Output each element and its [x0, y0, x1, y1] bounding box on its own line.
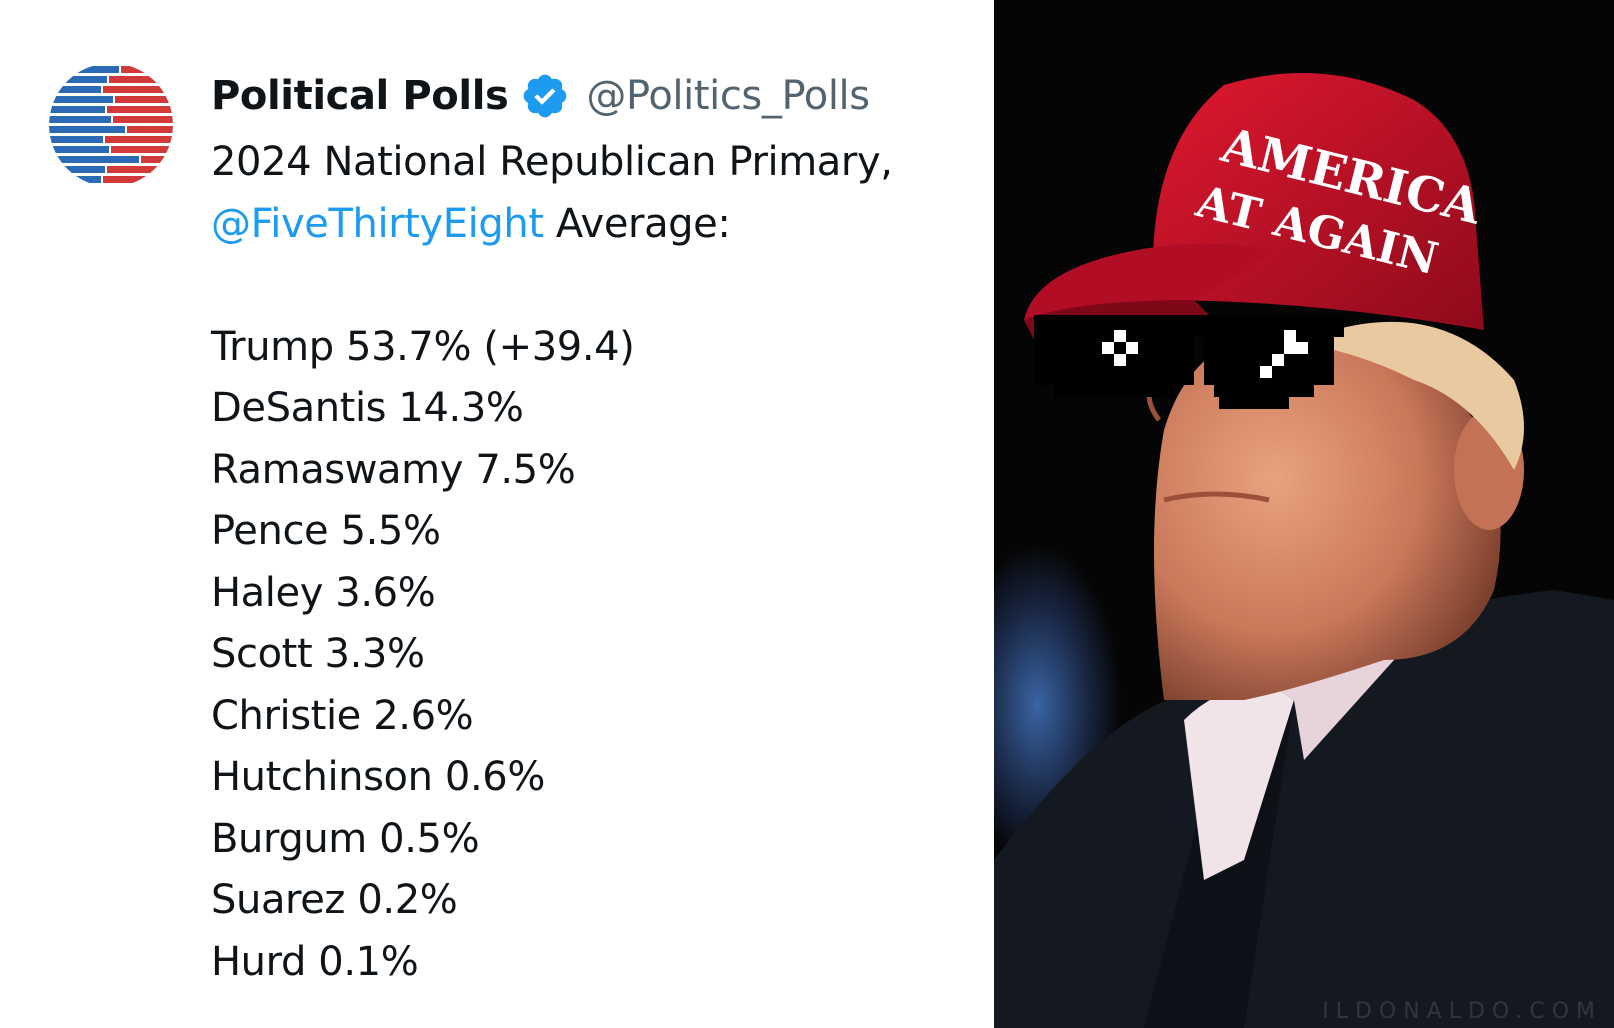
result-line-suarez: Suarez 0.2%: [211, 877, 458, 923]
result-line-haley: Haley 3.6%: [211, 569, 436, 616]
tweet-panel: Political Polls @Politics_Polls 2024 Nat…: [49, 63, 971, 993]
attached-photo[interactable]: AMERICA AT AGAIN ILDONALDO.COM: [994, 0, 1614, 1028]
result-line-burgum: Burgum 0.5%: [211, 815, 480, 862]
result-line-trump: Trump 53.7% (+39.4): [211, 323, 635, 370]
watermark: ILDONALDO.COM: [1322, 999, 1602, 1024]
tweet-title-line: 2024 National Republican Primary,: [211, 139, 893, 185]
user-handle[interactable]: @Politics_Polls: [586, 73, 870, 119]
avatar[interactable]: [49, 63, 173, 187]
average-label: Average:: [543, 200, 731, 247]
pixel-sunglasses-icon: [1034, 315, 1344, 409]
result-line-scott: Scott 3.3%: [211, 631, 425, 677]
tweet-average-line: @FiveThirtyEight Average:: [211, 194, 971, 256]
result-line-pence: Pence 5.5%: [211, 508, 441, 554]
result-line-desantis: DeSantis 14.3%: [211, 385, 524, 431]
blank-line: [211, 255, 971, 317]
trump-photo-illustration: AMERICA AT AGAIN: [994, 0, 1614, 1028]
verified-badge-icon: [524, 74, 567, 118]
tweet-text: 2024 National Republican Primary, @FiveT…: [211, 132, 971, 993]
tweet-header: Political Polls @Politics_Polls: [211, 66, 870, 126]
result-line-hurd: Hurd 0.1%: [211, 938, 419, 985]
display-name[interactable]: Political Polls: [211, 73, 509, 119]
political-polls-logo-icon: [49, 63, 173, 187]
fivethirtyeight-mention-link[interactable]: @FiveThirtyEight: [211, 200, 544, 247]
result-line-hutchinson: Hutchinson 0.6%: [211, 754, 545, 800]
result-line-christie: Christie 2.6%: [211, 692, 474, 739]
result-line-ramaswamy: Ramaswamy 7.5%: [211, 446, 576, 493]
